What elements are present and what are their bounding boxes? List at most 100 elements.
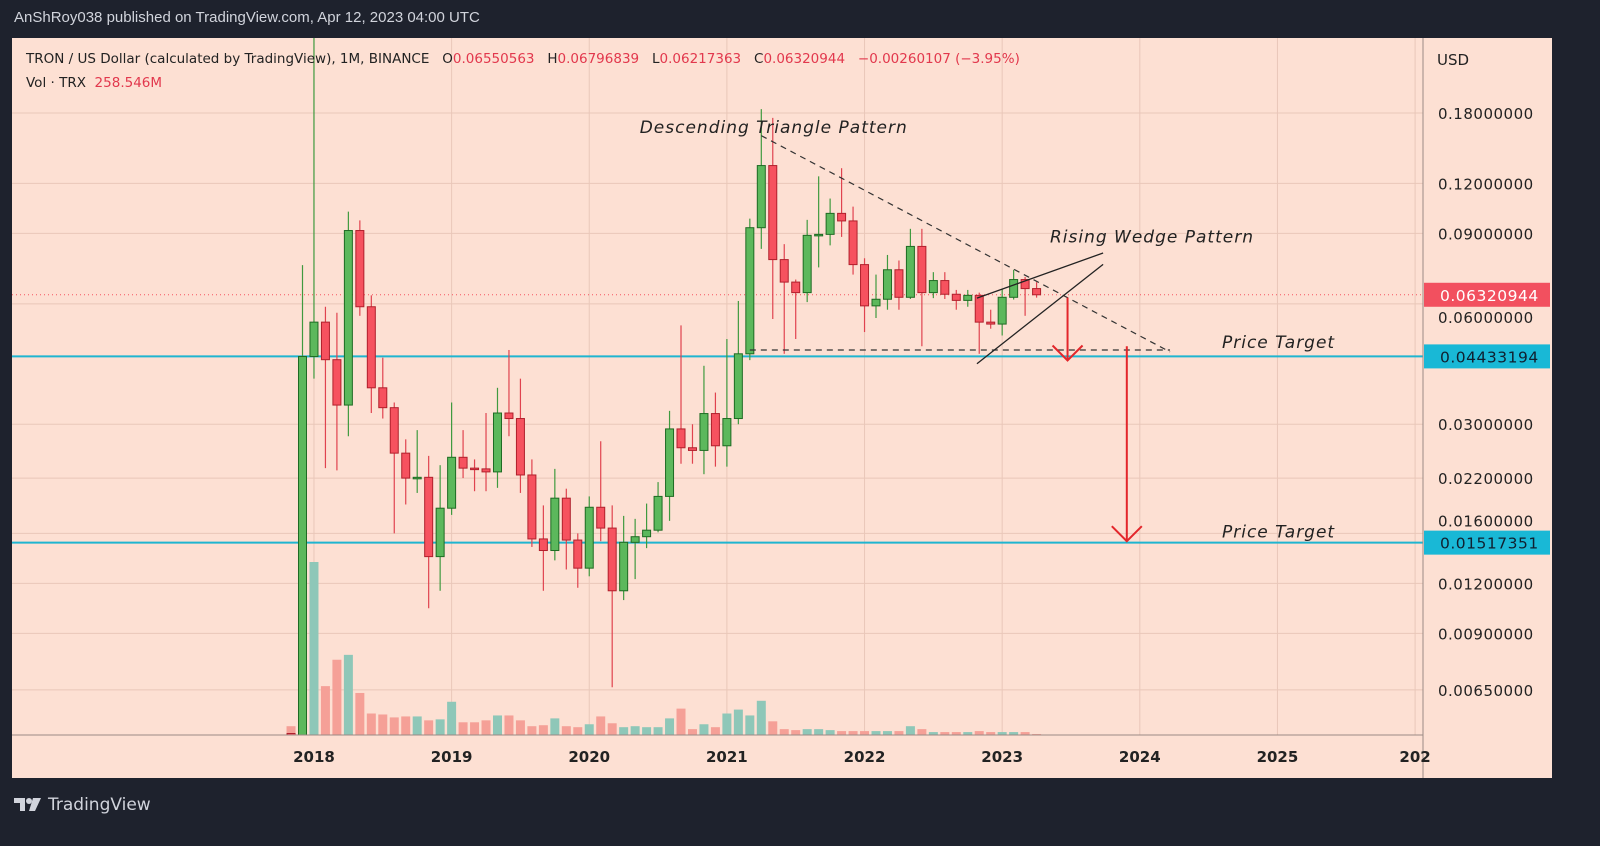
- candle: [676, 325, 686, 464]
- price-tick-label: 0.06000000: [1438, 309, 1534, 327]
- price-tick-label: 0.09000000: [1438, 225, 1534, 243]
- candle-body: [905, 245, 915, 298]
- chart-legend: TRON / US Dollar (calculated by TradingV…: [26, 51, 1020, 99]
- volume-bar: [515, 720, 525, 735]
- volume-bar: [401, 716, 411, 735]
- candle-body: [561, 497, 571, 541]
- volume-bar: [699, 724, 709, 735]
- candle: [470, 459, 480, 492]
- time-tick-label: 2024: [1119, 748, 1161, 766]
- annotation-label: Descending Triangle Pattern: [640, 118, 908, 138]
- candle-body: [928, 280, 938, 294]
- volume-bar: [332, 659, 342, 735]
- volume-bar: [653, 727, 663, 735]
- candle: [848, 206, 858, 275]
- candle-body: [951, 293, 961, 301]
- volume-bar: [378, 714, 388, 735]
- candle-body: [1032, 288, 1042, 296]
- candle-body: [722, 418, 732, 447]
- candle-body: [596, 506, 606, 529]
- candle-body: [791, 281, 801, 294]
- volume-bar: [366, 713, 376, 735]
- candle-body: [470, 467, 480, 471]
- candle-body: [814, 233, 824, 237]
- volume-bar: [756, 700, 766, 735]
- volume-bar: [481, 720, 491, 735]
- legend-ohlc-row: TRON / US Dollar (calculated by TradingV…: [26, 51, 1020, 75]
- candle: [573, 533, 583, 588]
- arrow-head: [1111, 525, 1143, 543]
- level-price-box: [1424, 344, 1550, 369]
- volume-bar: [791, 730, 801, 735]
- tradingview-footer[interactable]: TradingView: [14, 795, 151, 815]
- candle-body: [963, 294, 973, 301]
- tradingview-logo-icon: [14, 798, 41, 811]
- current-price-label: 0.06320944: [1440, 287, 1539, 305]
- volume-bar: [871, 731, 881, 735]
- candle: [733, 300, 743, 425]
- volume-bar: [722, 713, 732, 735]
- candle: [527, 459, 537, 547]
- candle: [928, 272, 938, 299]
- volume-bar: [848, 731, 858, 735]
- wedge-line: [976, 252, 1104, 299]
- volume-bar: [1020, 732, 1030, 735]
- volume-bar: [676, 708, 686, 735]
- volume-bar: [986, 732, 996, 735]
- volume-bar: [997, 732, 1007, 735]
- candle: [332, 312, 342, 471]
- volume-bar: [1009, 732, 1019, 735]
- candle: [538, 505, 548, 591]
- candle-body: [779, 259, 789, 283]
- candle: [355, 220, 365, 316]
- price-tick-label: 0.12000000: [1438, 175, 1534, 193]
- candle-body: [710, 413, 720, 447]
- volume-bar: [447, 701, 457, 735]
- volume-label[interactable]: Vol · TRX: [26, 75, 86, 91]
- legend-volume-row: Vol · TRX 258.546M: [26, 75, 1020, 99]
- volume-bar: [550, 718, 560, 735]
- candle: [974, 292, 984, 354]
- volume-bar: [630, 726, 640, 735]
- volume-bar: [825, 730, 835, 735]
- candle-body: [687, 447, 697, 451]
- candle-body: [320, 321, 330, 361]
- volume-bar: [389, 717, 399, 735]
- volume-bar: [745, 715, 755, 735]
- horizontal-levels: [12, 294, 1423, 544]
- candle-body: [882, 269, 892, 300]
- arrow-head: [1051, 344, 1084, 362]
- candle-body: [458, 456, 468, 469]
- open-value: 0.06550563: [452, 51, 535, 67]
- candle: [814, 176, 824, 268]
- volume-bar: [710, 727, 720, 735]
- time-tick-label: 2021: [706, 748, 748, 766]
- candle: [894, 260, 904, 310]
- right-margin: [1552, 38, 1600, 778]
- candle-body: [492, 412, 502, 473]
- candle: [320, 306, 330, 469]
- annotation-label: Price Target: [1222, 333, 1335, 353]
- candle-body: [756, 165, 766, 229]
- candle-body: [974, 294, 984, 323]
- symbol-title[interactable]: TRON / US Dollar (calculated by TradingV…: [26, 51, 430, 67]
- candle-body: [940, 280, 950, 295]
- candle-body: [435, 507, 445, 558]
- volume-bar: [894, 731, 904, 735]
- chart-frame[interactable]: [12, 38, 1552, 778]
- volume-bar: [458, 722, 468, 735]
- candle: [435, 465, 445, 591]
- candle-body: [837, 212, 847, 222]
- candle: [584, 496, 594, 577]
- volume-bar: [917, 729, 927, 735]
- candle: [561, 488, 571, 570]
- candle-body: [286, 733, 296, 735]
- candle-body: [917, 245, 927, 294]
- candle-body: [389, 407, 399, 454]
- volume-bar: [561, 726, 571, 735]
- candle: [699, 365, 709, 475]
- volume-bar: [802, 729, 812, 735]
- candle-body: [309, 321, 319, 358]
- volume-bar: [412, 716, 422, 735]
